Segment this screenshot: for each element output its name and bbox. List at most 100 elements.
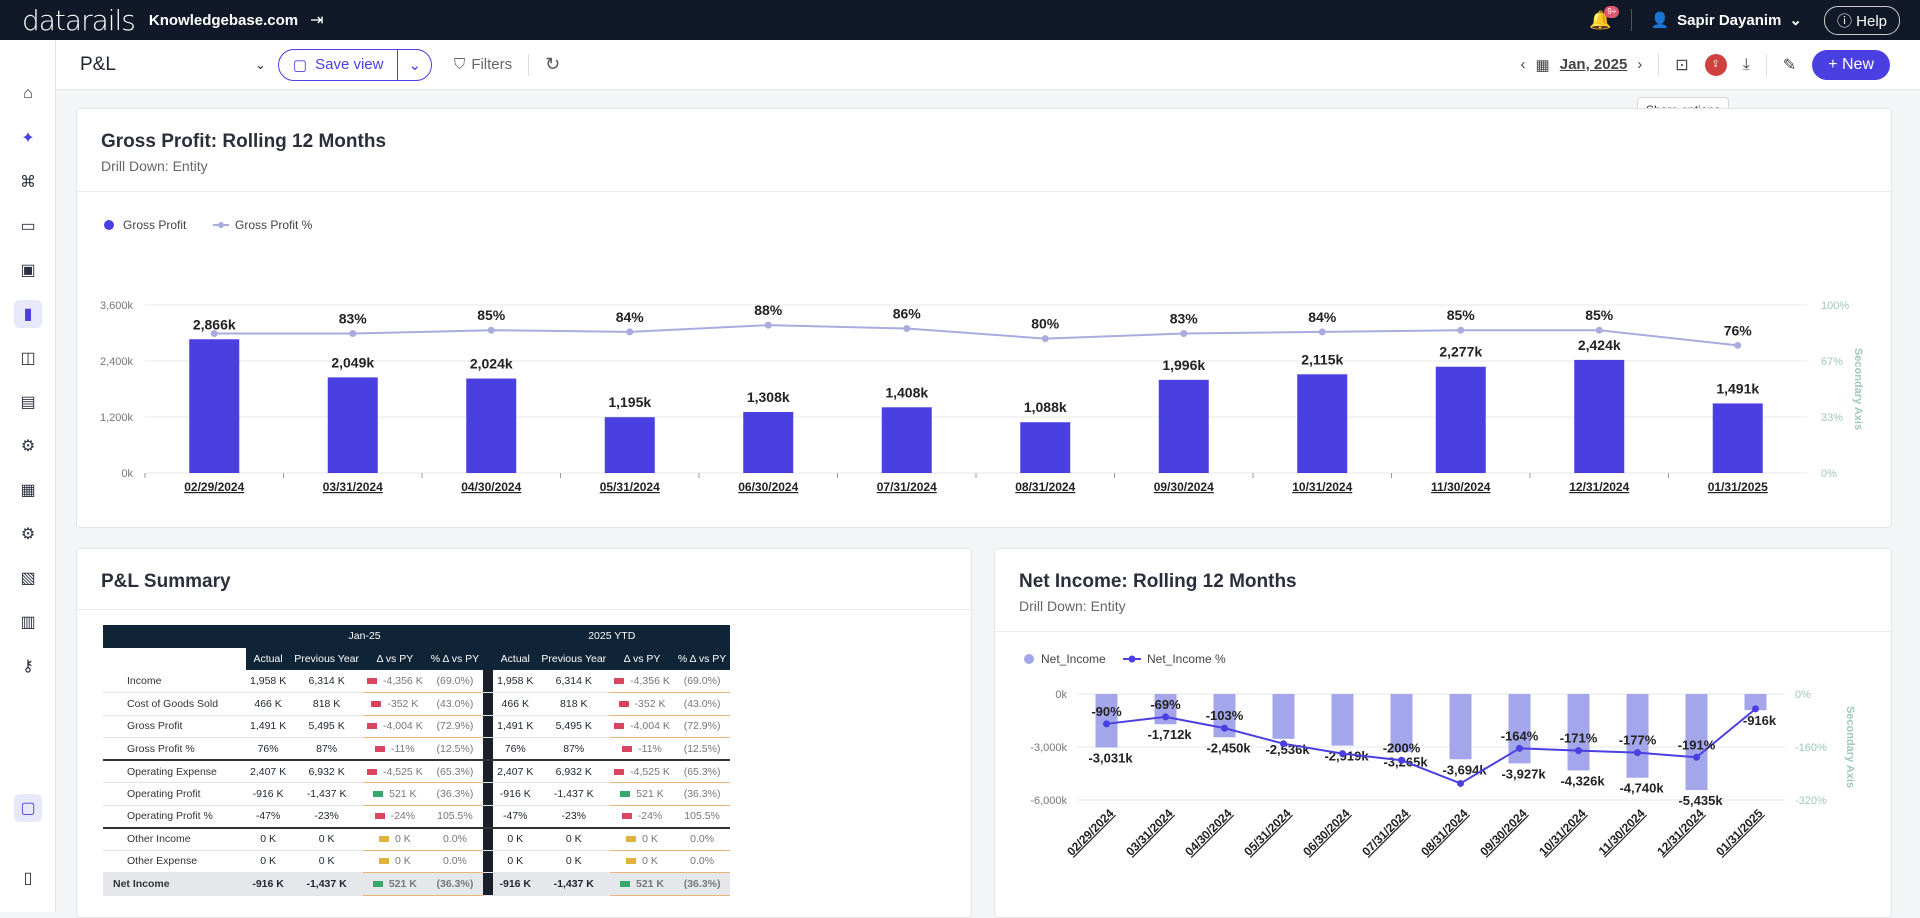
sparkle-icon[interactable]: ✦ xyxy=(21,130,35,147)
divider xyxy=(995,631,1891,632)
gear-icon[interactable]: ⚙ xyxy=(20,526,36,543)
share-icon[interactable]: ⇪ xyxy=(1704,53,1727,76)
refresh-icon[interactable]: ↻ xyxy=(545,54,561,74)
exit-icon[interactable]: ⇥ xyxy=(310,12,324,29)
chevron-down-icon[interactable]: ⌄ xyxy=(255,56,266,72)
ni-pct-point xyxy=(1103,720,1110,728)
ni-bar-label: -3,031k xyxy=(1088,751,1133,766)
legend-gross-profit: Gross Profit xyxy=(123,218,187,232)
ni-bar-label: -3,927k xyxy=(1501,766,1546,781)
notification-badge: 9+ xyxy=(1604,5,1620,18)
row-label: Operating Profit xyxy=(127,787,201,800)
pct-delta-cell: (36.3%) xyxy=(673,782,731,806)
gp-bar-label: 1,308k xyxy=(747,389,790,405)
gap xyxy=(483,670,494,693)
save-view-button[interactable]: ▢ Save view ⌄ xyxy=(277,48,433,81)
user-menu[interactable]: 👤 Sapir Dayanim ⌄ xyxy=(1650,11,1801,30)
file-settings-icon[interactable]: ⚙ xyxy=(20,438,36,455)
row-label: Gross Profit % xyxy=(127,742,195,755)
chat-icon[interactable]: ▢ xyxy=(14,794,42,822)
gp-pct-point xyxy=(1457,326,1465,334)
chevron-right-icon[interactable]: › xyxy=(1637,56,1643,73)
gp-pct-label: 83% xyxy=(1170,311,1199,327)
help-button[interactable]: ⓘ Help xyxy=(1823,5,1900,35)
ni-pct-point xyxy=(1634,749,1641,757)
actual-cell: 1,491 K xyxy=(250,720,287,733)
up-arrow-icon xyxy=(372,880,383,887)
previous-year-cell: 0 K xyxy=(318,855,335,868)
ni-pct-point xyxy=(1339,750,1346,758)
top-bar: datarails Knowledgebase.com ⇥ 🔔 9+ 👤 Sapir… xyxy=(0,0,1920,40)
gp-bar xyxy=(1574,359,1625,473)
connections-icon[interactable]: ⌘ xyxy=(20,174,36,191)
x-tick-label: 05/31/2024 xyxy=(600,480,660,494)
ni-pct-point xyxy=(1516,744,1523,752)
date-value[interactable]: Jan, 2025 xyxy=(1559,56,1628,73)
row-label: Cost of Goods Sold xyxy=(127,697,219,710)
book-icon[interactable]: ▯ xyxy=(23,870,33,887)
gap xyxy=(483,872,494,895)
filters-button[interactable]: ⛉ Filters xyxy=(454,56,512,73)
row-label: Operating Expense xyxy=(127,765,217,778)
row-label: Operating Profit % xyxy=(127,810,213,822)
reports-icon[interactable]: ▮ xyxy=(14,300,42,328)
gp-bar xyxy=(604,417,655,473)
ni-pct-label: -191% xyxy=(1678,737,1716,752)
ni-pct-point xyxy=(1280,740,1287,748)
pct-delta-cell: (43.0%) xyxy=(426,692,484,716)
presentation-icon[interactable]: ⊡ xyxy=(1675,56,1689,74)
chevron-down-icon[interactable]: ⌄ xyxy=(408,56,422,74)
up-arrow-icon xyxy=(620,790,631,797)
document-icon[interactable]: ▤ xyxy=(20,394,36,411)
gross-profit-card: Gross Profit: Rolling 12 Months Drill Do… xyxy=(76,108,1892,528)
x-tick-label: 10/31/2024 xyxy=(1292,480,1352,494)
ni-bar xyxy=(1272,694,1295,739)
new-button[interactable]: + New xyxy=(1812,49,1890,80)
column-header: Actual xyxy=(493,647,538,670)
user-name: Sapir Dayanim xyxy=(1677,11,1782,29)
delta-cell: -24% xyxy=(610,805,674,828)
date-picker[interactable]: ‹ ▦ Jan, 2025 › xyxy=(1521,56,1643,74)
row-label: Net Income xyxy=(113,877,170,890)
gp-bar xyxy=(881,407,932,473)
x-tick-label: 07/31/2024 xyxy=(1359,806,1412,859)
previous-year-cell: 6,932 K xyxy=(555,765,592,778)
pl-table-wrap: Jan-25 2025 YTD Actual Previous Year Δ vs PY… xyxy=(103,625,731,896)
x-tick-label: 10/31/2024 xyxy=(1536,806,1589,859)
download-icon[interactable]: ⤓ xyxy=(1742,55,1750,73)
gap xyxy=(483,692,494,715)
folder-icon[interactable]: ▭ xyxy=(20,218,36,235)
delta-cell: 0 K xyxy=(610,827,674,851)
legend-net-income-pct: Net_Income % xyxy=(1147,652,1226,666)
x-tick-label: 12/31/2024 xyxy=(1569,480,1629,494)
page-title: P&L xyxy=(80,53,116,75)
gp-title: Gross Profit: Rolling 12 Months xyxy=(101,131,387,152)
delta-cell: -4,004 K xyxy=(610,715,674,738)
table-icon[interactable]: ▦ xyxy=(20,482,36,499)
ni-bar xyxy=(1449,694,1472,760)
key-icon[interactable]: ⚷ xyxy=(22,658,34,675)
previous-year-cell: 818 K xyxy=(312,697,341,710)
help-label: Help xyxy=(1856,12,1887,30)
x-tick-label: 04/30/2024 xyxy=(461,480,521,494)
gap xyxy=(483,737,494,760)
datarails-logo[interactable]: datarails xyxy=(22,3,136,37)
x-tick-label: 02/29/2024 xyxy=(1064,806,1117,859)
home-icon[interactable]: ⌂ xyxy=(23,85,33,102)
chevron-left-icon[interactable]: ‹ xyxy=(1520,56,1526,73)
excel-icon[interactable]: ▧ xyxy=(20,570,36,587)
dashboard-icon[interactable]: ◫ xyxy=(20,350,36,367)
row-label: Gross Profit xyxy=(127,720,183,733)
data-settings-icon[interactable]: ▣ xyxy=(20,262,36,279)
previous-year-cell: 818 K xyxy=(560,697,588,710)
bell-icon[interactable]: 🔔 9+ xyxy=(1589,5,1620,31)
gp-pct-point xyxy=(1180,330,1188,338)
pct-delta-cell: (43.0%) xyxy=(673,692,731,716)
delta-cell: 521 K xyxy=(610,872,674,896)
gp-bar-label: 1,996k xyxy=(1162,357,1205,373)
grid-icon[interactable]: ▥ xyxy=(20,614,36,631)
gap xyxy=(483,760,494,783)
table-row: Gross Profit % 76% 87% -11% (12.5%) 76% 87% -11… xyxy=(103,737,731,761)
ni-pct-point xyxy=(1752,705,1759,713)
edit-icon[interactable]: ✎ xyxy=(1782,56,1797,74)
